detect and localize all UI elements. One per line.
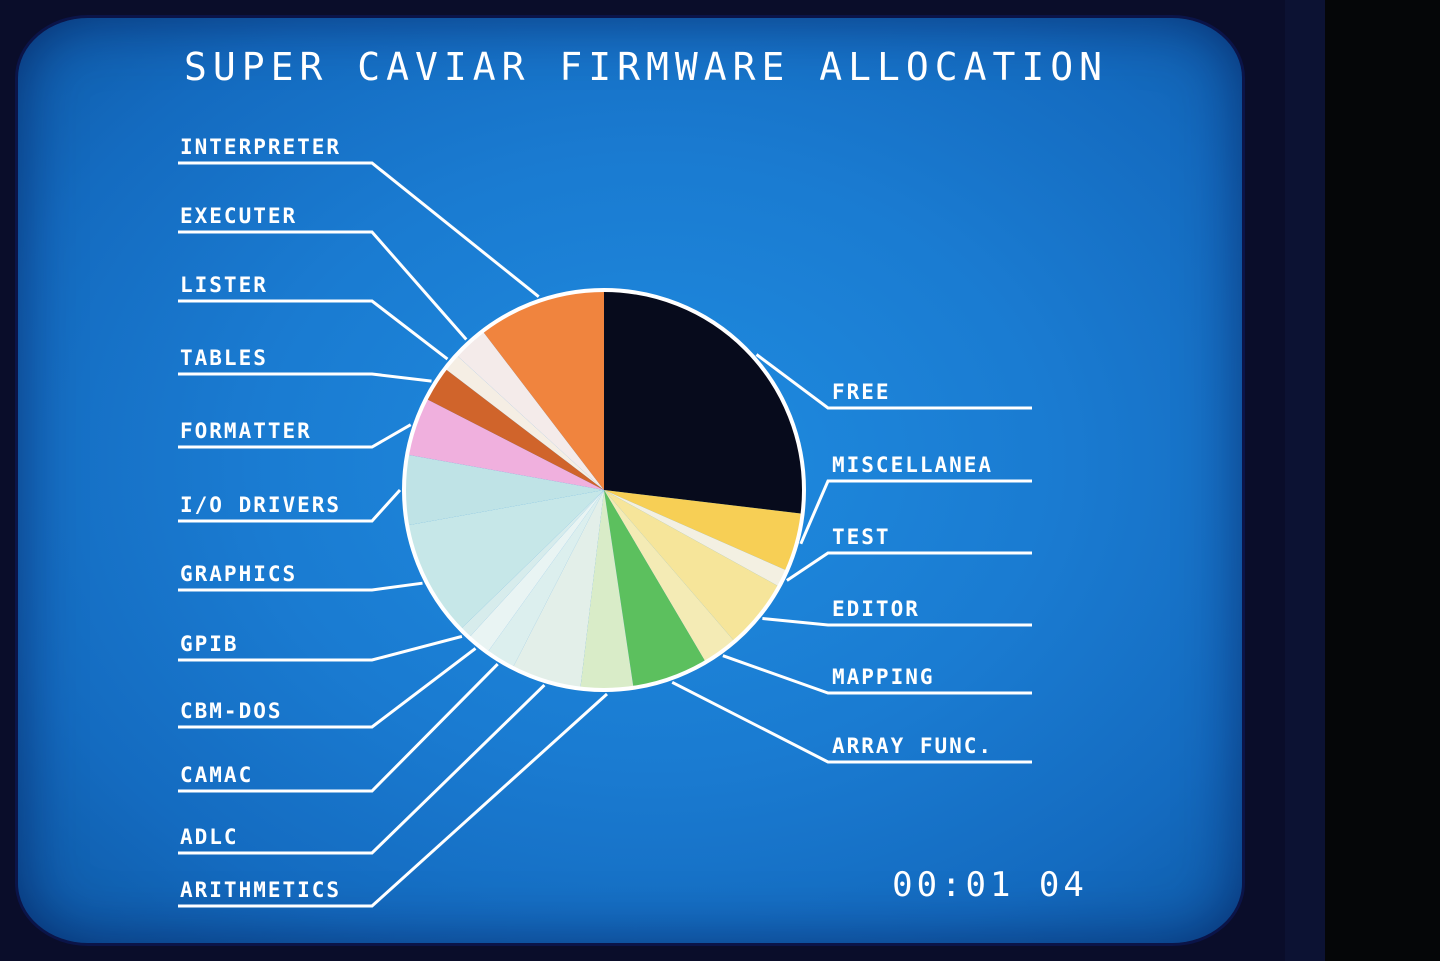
pie-slices <box>402 288 806 692</box>
label-editor: EDITOR <box>832 597 920 621</box>
leader-miscellanea <box>799 479 1032 545</box>
leader-executer <box>178 230 468 341</box>
slice-gpib <box>460 490 604 638</box>
label-test: TEST <box>832 525 891 549</box>
label-i-o-drivers: I/O DRIVERS <box>180 493 341 517</box>
slice-miscellanea <box>604 490 803 571</box>
leader-interpreter <box>178 161 540 298</box>
label-interpreter: INTERPRETER <box>180 135 341 159</box>
label-tables: TABLES <box>180 346 268 370</box>
label-arithmetics: ARITHMETICS <box>180 878 341 902</box>
slice-labels: FREE MISCELLANEA TEST EDITOR MAPPING ARRAY FU… <box>180 135 993 902</box>
monitor-edge <box>1285 0 1325 961</box>
slice-mapping <box>604 490 735 663</box>
label-graphics: GRAPHICS <box>180 562 297 586</box>
label-array-func: ARRAY FUNC. <box>832 734 993 758</box>
slice-cbm-dos <box>469 490 604 653</box>
leader-camac <box>178 663 499 793</box>
leader-free <box>755 353 1032 410</box>
label-gpib: GPIB <box>180 632 239 656</box>
slice-free <box>604 290 805 514</box>
leader-cbm-dos <box>178 647 477 729</box>
label-miscellanea: MISCELLANEA <box>832 453 993 477</box>
label-free: FREE <box>832 380 891 404</box>
slice-adlc <box>512 490 604 689</box>
leader-formatter <box>178 423 412 449</box>
slice-i-o-drivers <box>404 454 604 526</box>
leader-editor <box>762 617 1032 627</box>
leader-test <box>786 551 1032 582</box>
label-executer: EXECUTER <box>180 204 297 228</box>
slice-formatter <box>407 398 604 490</box>
chart-title: SUPER CAVIAR FIRMWARE ALLOCATION <box>184 45 1108 89</box>
slice-executer <box>456 331 604 490</box>
leader-arithmetics <box>178 692 609 908</box>
elapsed-timer: 00:01 04 <box>892 865 1088 905</box>
label-mapping: MAPPING <box>832 665 935 689</box>
label-camac: CAMAC <box>180 763 253 787</box>
pie-outline <box>402 288 806 692</box>
slice-arithmetics <box>580 490 634 690</box>
leader-mapping <box>722 654 1032 695</box>
slice-array-func <box>604 490 706 688</box>
slice-graphics <box>407 490 604 630</box>
label-adlc: ADLC <box>180 825 239 849</box>
leader-lister <box>178 299 449 361</box>
label-lister: LISTER <box>180 273 268 297</box>
slice-editor <box>604 490 780 642</box>
leader-graphics <box>178 581 423 592</box>
label-formatter: FORMATTER <box>180 419 312 443</box>
slice-test <box>604 490 787 587</box>
label-cbm-dos: CBM-DOS <box>180 699 283 723</box>
leader-adlc <box>178 684 546 855</box>
leader-i-o-drivers <box>178 488 402 523</box>
leader-tables <box>178 372 432 383</box>
leader-gpib <box>178 634 463 662</box>
slice-camac <box>487 490 604 668</box>
leader-array-func <box>671 680 1032 764</box>
slice-lister <box>445 355 604 490</box>
leader-lines <box>178 161 1032 908</box>
slice-tables <box>426 368 604 490</box>
slice-interpreter <box>482 289 604 490</box>
